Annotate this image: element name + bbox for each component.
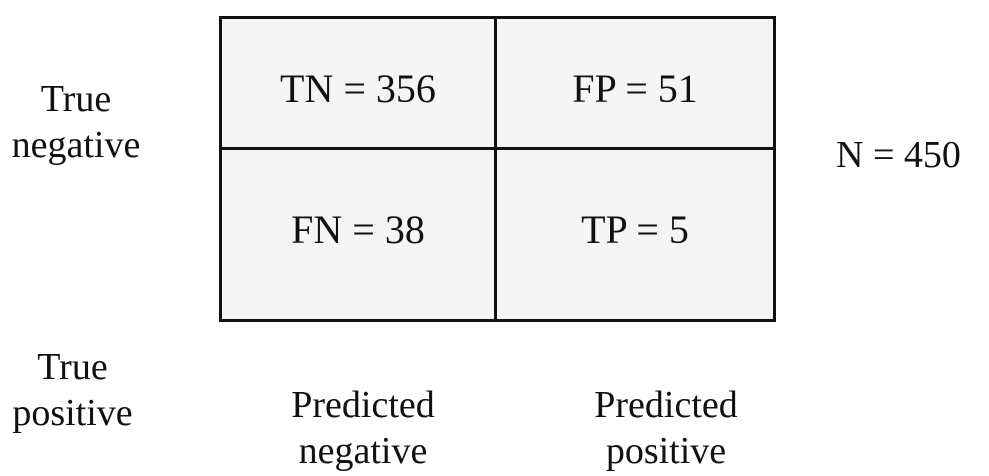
row-label-true-positive: True positive bbox=[0, 344, 145, 436]
row-label-true-positive-line-2: positive bbox=[12, 392, 133, 434]
column-label-predicted-positive-line-1: Predicted bbox=[594, 384, 738, 426]
total-count-label: N = 450 bbox=[836, 134, 961, 176]
row-label-true-negative-line-1: True bbox=[40, 78, 112, 120]
confusion-matrix: TN = 356 FP = 51 FN = 38 TP = 5 bbox=[219, 16, 776, 322]
column-label-predicted-positive-line-2: positive bbox=[605, 430, 727, 472]
matrix-cell-false-positive: FP = 51 bbox=[497, 19, 773, 150]
column-label-predicted-negative-line-2: negative bbox=[298, 430, 428, 472]
column-label-predicted-negative: Predicted negative bbox=[268, 382, 458, 474]
matrix-cell-true-positive: TP = 5 bbox=[497, 150, 773, 319]
matrix-cell-true-negative: TN = 356 bbox=[222, 19, 497, 150]
matrix-cell-false-negative: FN = 38 bbox=[222, 150, 497, 319]
row-label-true-negative: True negative bbox=[0, 76, 152, 168]
row-label-true-negative-line-2: negative bbox=[11, 124, 141, 166]
row-label-true-positive-line-1: True bbox=[37, 346, 108, 388]
column-label-predicted-negative-line-1: Predicted bbox=[291, 384, 435, 426]
column-label-predicted-positive: Predicted positive bbox=[571, 382, 761, 474]
